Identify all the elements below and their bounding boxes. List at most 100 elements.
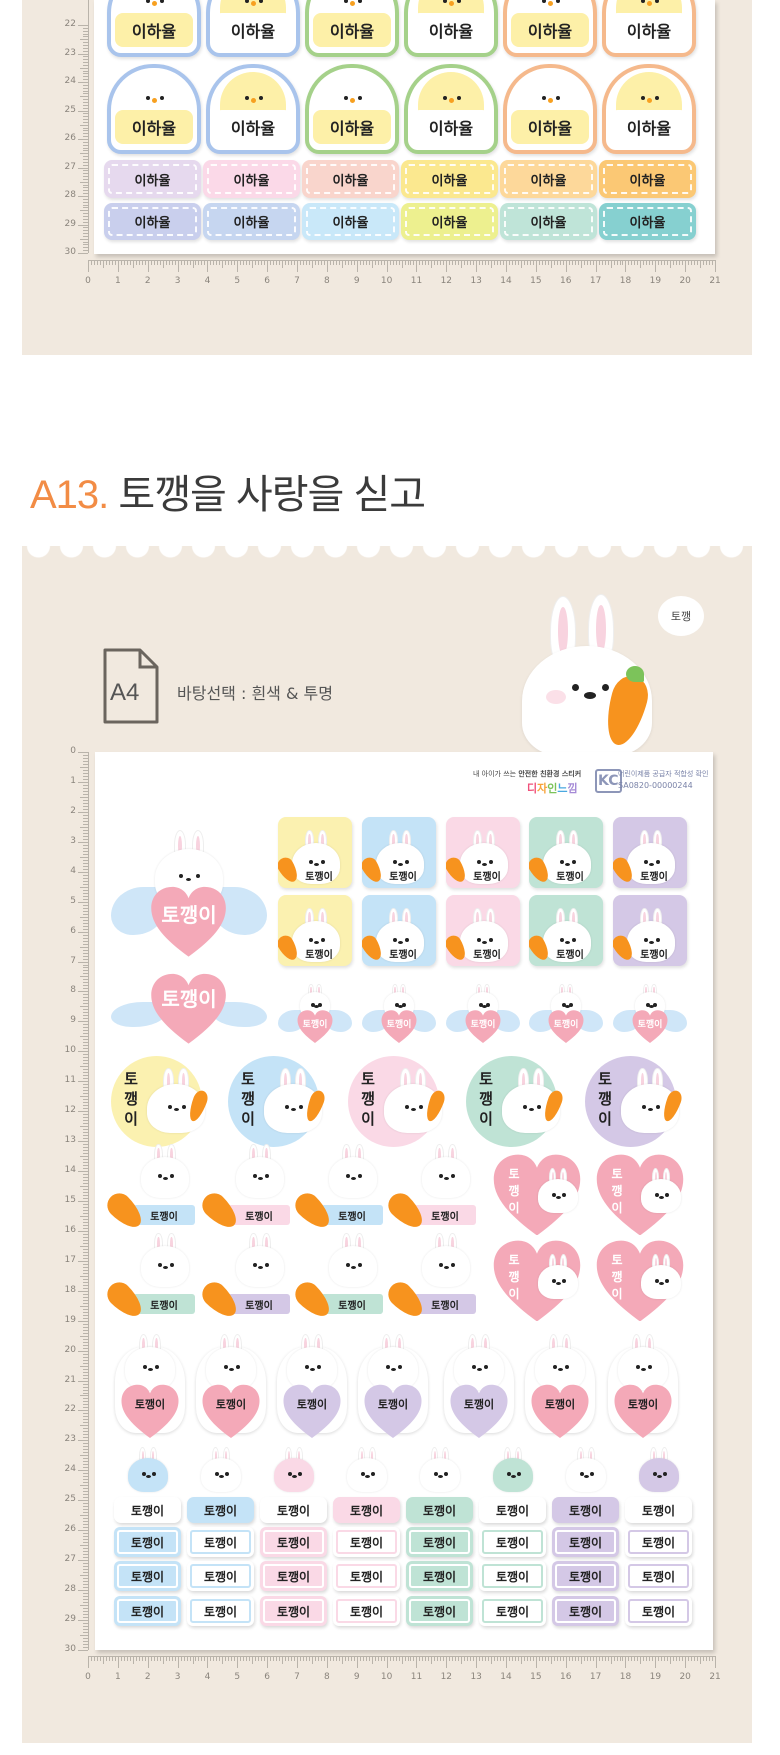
ruler-tick [276,260,278,265]
ruler-tick [189,260,191,265]
bunny-illustration [493,1447,533,1498]
eye [561,1002,566,1007]
ruler-tick [83,868,88,870]
ruler-tick [83,1075,88,1077]
bunny-nose [649,941,655,945]
ruler-tick [83,1509,88,1511]
ruler-tick [83,1533,88,1535]
ruler-tick [371,260,373,268]
ruler-tick [610,1656,612,1664]
ruler-tick [83,1299,88,1301]
brand-letter: 디 [527,782,538,795]
ruler-tick [458,260,460,265]
name-label-sticker: 이하율 [302,160,399,198]
ruler-tick [637,260,639,265]
ruler-tick [249,1656,251,1661]
ruler-label: 4 [70,865,76,876]
ruler-tick [622,1656,624,1661]
ruler-tick [83,850,88,852]
ruler-tick [305,1656,307,1661]
ruler-tick [83,1212,88,1214]
bunny-illustration [627,830,675,888]
ruler-tick [580,1656,582,1664]
ruler-label: 15 [530,276,542,286]
bunny-illustration [292,830,340,888]
ruler-tick [83,949,88,951]
ruler-tick [425,260,427,265]
name-label-sticker: 토깽이 [114,1527,181,1557]
bunny-illustration [627,908,675,966]
eye [181,1104,186,1109]
eye [394,1002,399,1007]
name-label: 토깽이 [414,1205,476,1225]
ruler-tick [541,260,543,265]
ruler-tick [111,260,113,265]
ruler-tick [83,994,88,996]
ruler-tick [159,260,161,265]
ruler-tick [83,913,88,915]
ruler-tick [655,260,657,272]
ruler-tick [523,260,525,265]
eye [142,1472,147,1477]
ruler-tick [80,1365,88,1367]
ruler-tick [138,260,140,265]
ruler-label: 17 [64,1254,76,1265]
square-bunny-sticker: 토깽이 [362,817,436,888]
ruler-tick [83,1434,88,1436]
eye [320,938,325,943]
ruler-tick [80,1455,88,1457]
ruler-tick [83,1449,88,1451]
ruler-tick [83,87,88,89]
bunny-illustration [639,1447,679,1498]
ruler-label: 9 [353,276,360,286]
name-label: 토깽이 [305,871,333,883]
ruler-tick [706,1656,708,1661]
ruler-tick [80,1126,88,1128]
ruler-tick [482,260,484,265]
bunny-nose [648,1004,654,1008]
ruler-tick [83,1613,88,1615]
ruler-tick [80,153,88,155]
ruler-tick [356,260,358,272]
eye [552,1193,557,1198]
ruler-tick [311,1656,313,1664]
ruler-tick [83,823,88,825]
ruler-tick [83,1239,88,1241]
bunny-heart-sticker: 토깽이 [604,1333,682,1439]
ruler-tick [83,1401,88,1403]
ruler-tick [83,36,88,38]
eye [484,1365,488,1369]
ruler-tick [186,1656,188,1661]
ruler-tick [83,233,88,235]
ruler-tick [83,964,88,966]
ruler-tick [198,260,200,265]
ruler-tick [83,1168,88,1170]
ruler-label: 28 [64,1584,76,1595]
bunny-illustration [641,1254,681,1305]
heart-shape [593,1153,687,1235]
chick-face [418,0,484,15]
ruler-tick [213,1656,215,1661]
ruler-tick [688,1656,690,1661]
ruler-tick [83,1458,88,1460]
name-vertical-char: 토 [124,1069,138,1088]
ruler-tick [314,1656,316,1661]
ruler-label: 14 [500,1672,512,1682]
bunny-illustration [287,1333,337,1397]
ruler-tick [685,260,687,272]
ruler-tick [83,127,88,129]
ruler-label: 11 [64,1075,76,1086]
ruler-tick [83,1416,88,1418]
name-label-sticker: 이하율 [500,160,597,198]
ruler-tick [434,1656,436,1661]
name-label: 토깽이 [161,987,217,1012]
ruler-tick [83,1473,88,1475]
ruler-tick [697,1656,699,1661]
ruler-tick [111,1656,113,1661]
ruler-label: 15 [64,1194,76,1205]
ruler-tick [83,1407,88,1409]
ruler-tick [541,1656,543,1661]
heart-shape [281,1381,343,1443]
